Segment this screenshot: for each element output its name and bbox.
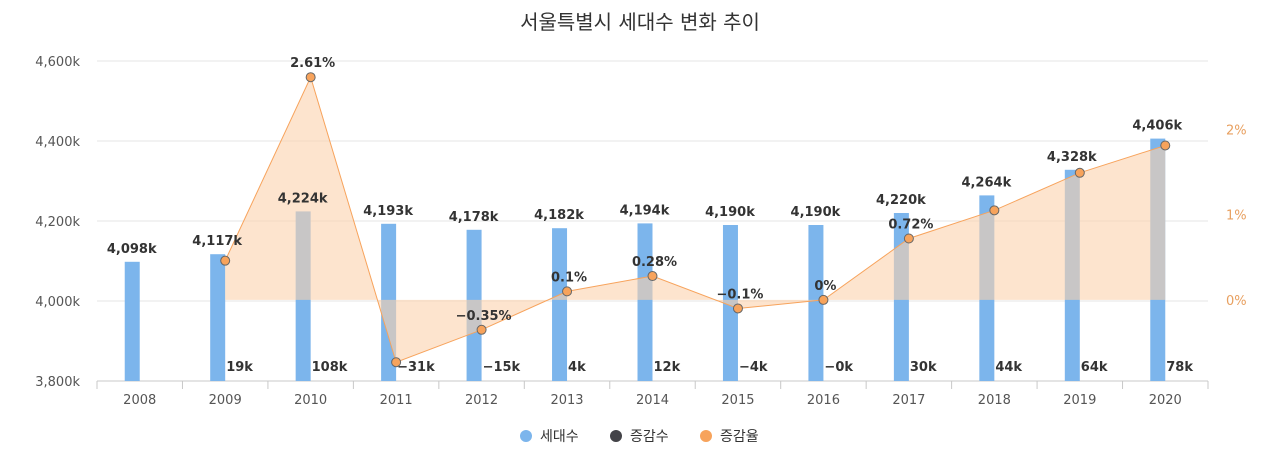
change-label: 4k bbox=[568, 360, 586, 375]
rate-point bbox=[476, 324, 487, 335]
bar-value-label: 4,406k bbox=[1132, 119, 1182, 134]
change-label: 64k bbox=[1081, 360, 1108, 375]
x-tick-label: 2009 bbox=[209, 393, 242, 408]
x-tick-label: 2012 bbox=[465, 393, 498, 408]
bar bbox=[808, 225, 824, 381]
change-label: 78k bbox=[1166, 360, 1193, 375]
bar-value-label: 4,224k bbox=[278, 191, 328, 206]
rate-label: −0.35% bbox=[456, 309, 512, 324]
bar-value-label: 4,264k bbox=[961, 175, 1011, 190]
y-left-tick-label: 3,800k bbox=[35, 375, 80, 390]
chart-title: 서울특별시 세대수 변화 추이 bbox=[520, 10, 760, 34]
bar-value-label: 4,190k bbox=[791, 205, 841, 220]
x-tick-label: 2010 bbox=[294, 393, 327, 408]
y-right-tick-label: 0% bbox=[1226, 294, 1247, 309]
bar bbox=[124, 261, 140, 381]
rate-label: 0.72% bbox=[888, 217, 933, 232]
bar-value-label: 4,193k bbox=[363, 204, 413, 219]
rate-point bbox=[818, 294, 829, 305]
bar-value-label: 4,117k bbox=[192, 234, 242, 249]
bar-value-label: 4,190k bbox=[705, 205, 755, 220]
bar-value-label: 4,182k bbox=[534, 208, 584, 223]
rate-label: −0.1% bbox=[716, 287, 763, 302]
change-label: −31k bbox=[397, 360, 435, 375]
x-tick-label: 2011 bbox=[380, 393, 413, 408]
change-label: 30k bbox=[910, 360, 937, 375]
rate-point bbox=[220, 255, 231, 266]
rate-point bbox=[391, 357, 402, 368]
rate-point bbox=[732, 303, 743, 314]
legend-label: 증감율 bbox=[720, 429, 759, 445]
bar-value-label: 4,098k bbox=[107, 242, 157, 257]
change-label: −15k bbox=[483, 360, 521, 375]
y-left-tick-label: 4,400k bbox=[35, 135, 80, 150]
rate-point bbox=[1160, 140, 1171, 151]
change-label: −4k bbox=[739, 360, 768, 375]
x-tick-label: 2014 bbox=[636, 393, 669, 408]
bar bbox=[637, 223, 653, 381]
legend-label: 세대수 bbox=[540, 429, 579, 445]
y-left-tick-label: 4,000k bbox=[35, 295, 80, 310]
rate-point bbox=[903, 233, 914, 244]
rate-line bbox=[224, 75, 1166, 363]
rate-point bbox=[305, 72, 316, 83]
y-left-tick-label: 4,600k bbox=[35, 55, 80, 70]
rate-label: 0.1% bbox=[551, 270, 587, 285]
change-label: 19k bbox=[226, 360, 253, 375]
rate-label: 0% bbox=[814, 279, 836, 294]
rate-point bbox=[647, 271, 658, 282]
legend-marker bbox=[520, 430, 532, 442]
legend-label: 증감수 bbox=[630, 429, 669, 445]
x-tick-label: 2016 bbox=[807, 393, 840, 408]
bar bbox=[552, 228, 568, 381]
x-tick-label: 2015 bbox=[721, 393, 754, 408]
bar-value-label: 4,178k bbox=[449, 210, 499, 225]
bar-value-label: 4,220k bbox=[876, 193, 926, 208]
legend-marker bbox=[610, 430, 622, 442]
x-tick-label: 2013 bbox=[550, 393, 583, 408]
rate-area bbox=[225, 77, 1166, 363]
x-tick-label: 2008 bbox=[123, 393, 156, 408]
rate-point bbox=[1074, 167, 1085, 178]
change-label: 12k bbox=[654, 360, 681, 375]
rate-label: 0.28% bbox=[632, 255, 677, 270]
rate-label: 2.61% bbox=[290, 56, 335, 71]
rate-point bbox=[562, 286, 573, 297]
change-label: −0k bbox=[824, 360, 853, 375]
y-right-tick-label: 1% bbox=[1226, 209, 1247, 224]
x-tick-label: 2020 bbox=[1149, 393, 1182, 408]
y-right-tick-label: 2% bbox=[1226, 123, 1247, 138]
rate-point bbox=[989, 205, 1000, 216]
x-tick-label: 2017 bbox=[892, 393, 925, 408]
legend-marker bbox=[700, 430, 712, 442]
change-label: 44k bbox=[995, 360, 1022, 375]
x-tick-label: 2019 bbox=[1063, 393, 1096, 408]
bar-value-label: 4,194k bbox=[620, 203, 670, 218]
change-label: 108k bbox=[312, 360, 348, 375]
y-left-tick-label: 4,200k bbox=[35, 215, 80, 230]
x-tick-label: 2018 bbox=[978, 393, 1011, 408]
bar-value-label: 4,328k bbox=[1047, 150, 1097, 165]
bar bbox=[210, 254, 226, 381]
